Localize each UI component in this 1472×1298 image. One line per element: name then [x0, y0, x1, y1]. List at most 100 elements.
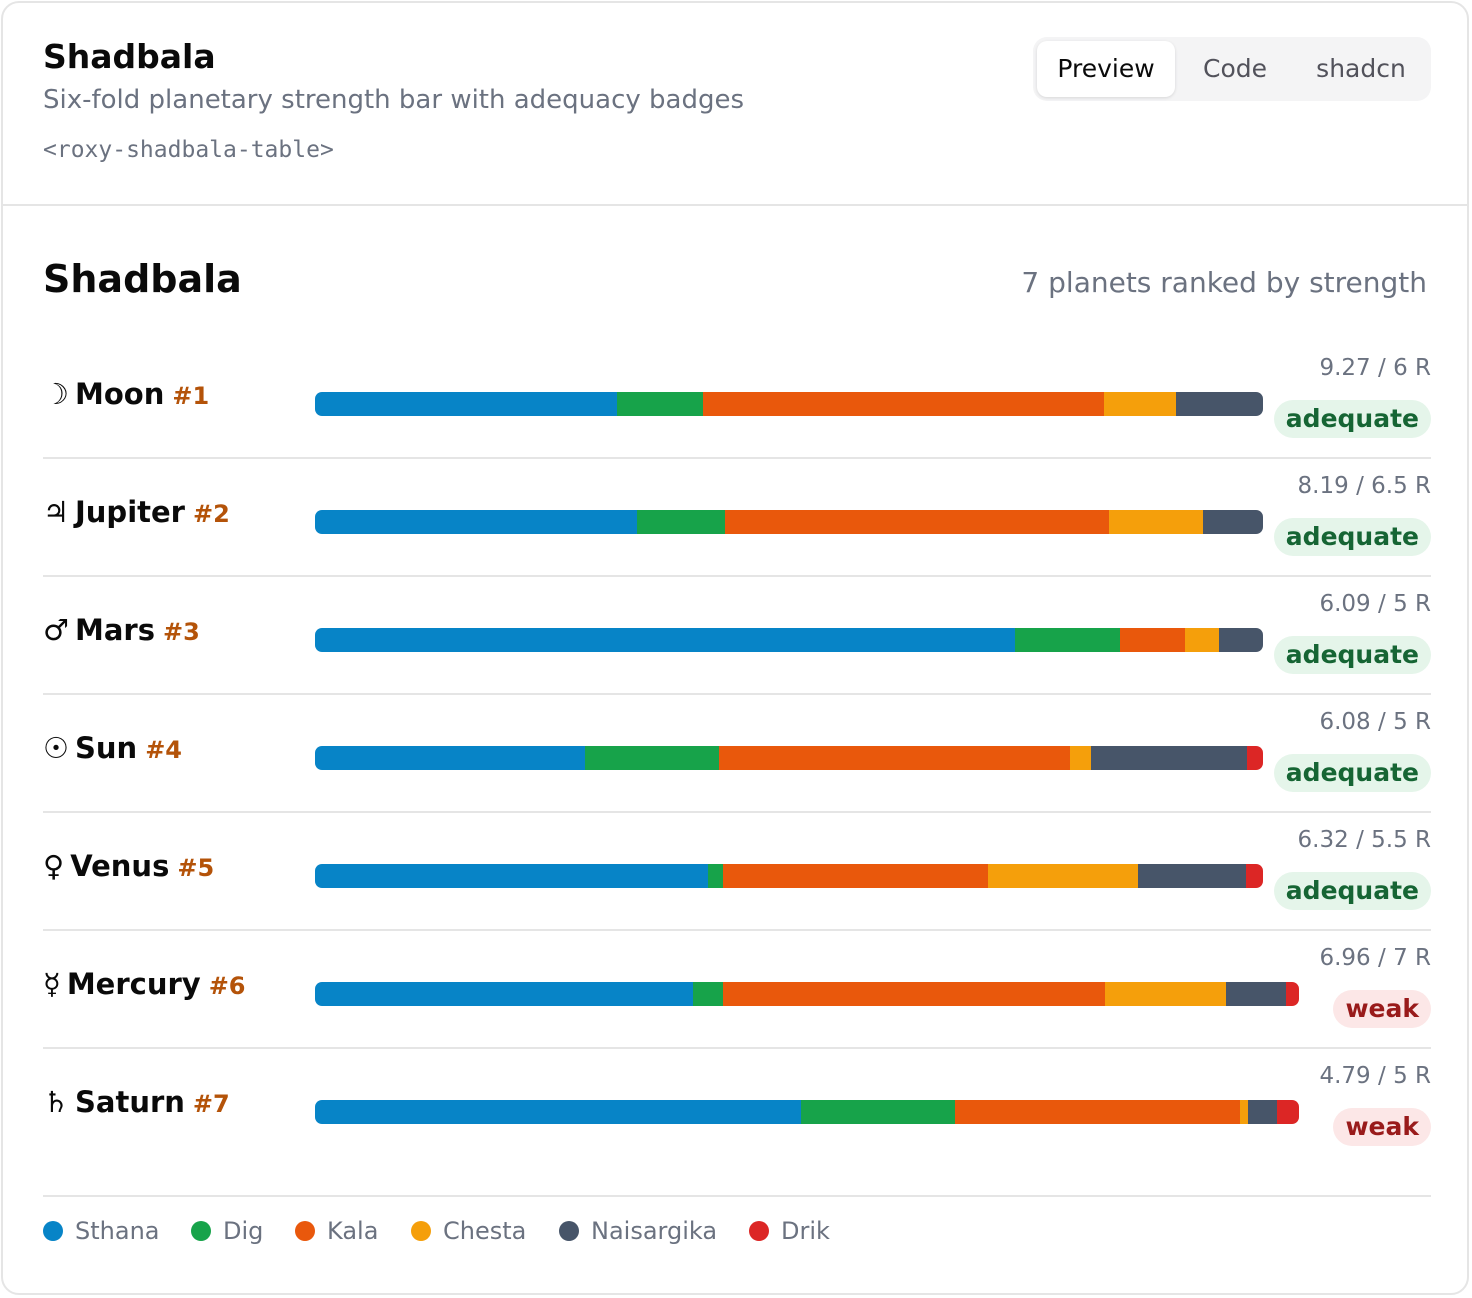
planet-row-venus: ♀ Venus #5 6.32 / 5.5 R adequate: [43, 811, 1431, 931]
bar-segment-naisargika: [1226, 982, 1286, 1006]
status-badge: adequate: [1273, 872, 1431, 910]
bar-segment-sthana: [315, 982, 694, 1006]
bar-segment-dig: [708, 864, 723, 888]
doc-subtitle: Six-fold planetary strength bar with ade…: [43, 85, 745, 115]
status-badge: adequate: [1273, 754, 1431, 792]
rank-label: #1: [172, 382, 210, 410]
doc-header: Shadbala Six-fold planetary strength bar…: [3, 3, 1467, 206]
planet-name: Jupiter: [75, 495, 185, 529]
legend-item-sthana: Sthana: [43, 1217, 159, 1245]
bar-segment-chesta: [1105, 982, 1227, 1006]
planet-label: ☉ Sun #4: [43, 731, 182, 765]
strength-score: 4.79 / 5 R: [1319, 1063, 1431, 1089]
planet-name: Saturn: [75, 1085, 185, 1119]
planet-name: Sun: [75, 731, 138, 765]
bar-segment-drik: [1246, 864, 1263, 888]
jupiter-glyph-icon: ♃: [43, 495, 69, 529]
bar-segment-naisargika: [1248, 1100, 1277, 1124]
bar-segment-chesta: [1069, 746, 1092, 770]
bar-segment-dig: [636, 510, 725, 534]
strength-bar: [315, 746, 1263, 770]
planet-name: Venus: [70, 849, 170, 883]
bar-segment-chesta: [1109, 510, 1203, 534]
bar-segment-sthana: [315, 864, 708, 888]
planet-row-mercury: ☿ Mercury #6 6.96 / 7 R weak: [43, 929, 1431, 1049]
bar-segment-kala: [1119, 628, 1186, 652]
legend-item-drik: Drik: [749, 1217, 830, 1245]
planet-row-mars: ♂ Mars #3 6.09 / 5 R adequate: [43, 575, 1431, 695]
bar-segment-kala: [722, 982, 1106, 1006]
planet-label: ♀ Venus #5: [43, 849, 214, 883]
legend-swatch: [295, 1221, 315, 1241]
view-tabs: Preview Code shadcn: [1033, 37, 1431, 101]
bar-segment-kala: [702, 392, 1105, 416]
moon-glyph-icon: ☽: [43, 377, 69, 411]
tab-preview[interactable]: Preview: [1037, 41, 1175, 97]
status-badge: weak: [1333, 1108, 1431, 1146]
saturn-glyph-icon: ♄: [43, 1085, 69, 1119]
bar-segment-dig: [693, 982, 723, 1006]
bar-segment-sthana: [315, 746, 585, 770]
bar-segment-kala: [724, 510, 1110, 534]
status-badge: adequate: [1273, 518, 1431, 556]
planet-row-jupiter: ♃ Jupiter #2 8.19 / 6.5 R adequate: [43, 457, 1431, 577]
planet-label: ☿ Mercury #6: [43, 967, 246, 1001]
tab-code[interactable]: Code: [1202, 54, 1267, 83]
bar-segment-chesta: [1185, 628, 1220, 652]
bar-segment-chesta: [1104, 392, 1177, 416]
bar-segment-naisargika: [1176, 392, 1263, 416]
bar-segment-drik: [1276, 1100, 1299, 1124]
sun-glyph-icon: ☉: [43, 731, 69, 765]
planet-name: Mercury: [66, 967, 201, 1001]
tab-shadcn[interactable]: shadcn: [1316, 54, 1406, 83]
panel-title: Shadbala: [43, 257, 242, 301]
bar-segment-dig: [1015, 628, 1120, 652]
bar-segment-kala: [722, 864, 989, 888]
bar-segment-sthana: [315, 510, 637, 534]
strength-score: 6.96 / 7 R: [1319, 945, 1431, 971]
strength-bar: [315, 510, 1263, 534]
planet-name: Mars: [75, 613, 155, 647]
legend-swatch: [749, 1221, 769, 1241]
strength-bar: [315, 1100, 1299, 1124]
strength-score: 9.27 / 6 R: [1319, 355, 1431, 381]
rank-label: #4: [145, 736, 182, 764]
mars-glyph-icon: ♂: [43, 613, 69, 647]
legend-label: Sthana: [75, 1217, 160, 1245]
legend-item-dig: Dig: [191, 1217, 263, 1245]
rank-label: #6: [208, 972, 246, 1000]
planet-label: ♃ Jupiter #2: [43, 495, 230, 529]
rank-label: #2: [192, 500, 230, 528]
bar-segment-kala: [954, 1100, 1241, 1124]
planet-label: ☽ Moon #1: [43, 377, 209, 411]
bar-segment-sthana: [315, 392, 617, 416]
planet-name: Moon: [75, 377, 165, 411]
planet-row-sun: ☉ Sun #4 6.08 / 5 R adequate: [43, 693, 1431, 813]
legend-label: Kala: [327, 1217, 379, 1245]
rank-label: #7: [192, 1090, 230, 1118]
strength-score: 8.19 / 6.5 R: [1297, 473, 1431, 499]
status-badge: weak: [1333, 990, 1431, 1028]
strength-bar: [315, 982, 1299, 1006]
strength-score: 6.08 / 5 R: [1319, 709, 1431, 735]
bar-segment-chesta: [988, 864, 1139, 888]
bar-segment-drik: [1247, 746, 1263, 770]
legend-label: Naisargika: [591, 1217, 718, 1245]
legend-label: Drik: [781, 1217, 830, 1245]
bar-segment-sthana: [315, 1100, 801, 1124]
strength-score: 6.09 / 5 R: [1319, 591, 1431, 617]
planet-row-moon: ☽ Moon #1 9.27 / 6 R adequate: [43, 339, 1431, 459]
status-badge: adequate: [1273, 400, 1431, 438]
bar-segment-naisargika: [1202, 510, 1263, 534]
legend-item-naisargika: Naisargika: [559, 1217, 717, 1245]
doc-title: Shadbala: [43, 37, 216, 76]
legend-item-kala: Kala: [295, 1217, 378, 1245]
strength-bar: [315, 392, 1263, 416]
component-tag: <roxy-shadbala-table>: [43, 137, 334, 163]
panel-summary: 7 planets ranked by strength: [1021, 266, 1427, 299]
bar-segment-dig: [616, 392, 703, 416]
bar-segment-chesta: [1240, 1100, 1249, 1124]
bar-segment-naisargika: [1138, 864, 1247, 888]
mercury-glyph-icon: ☿: [43, 967, 61, 1001]
